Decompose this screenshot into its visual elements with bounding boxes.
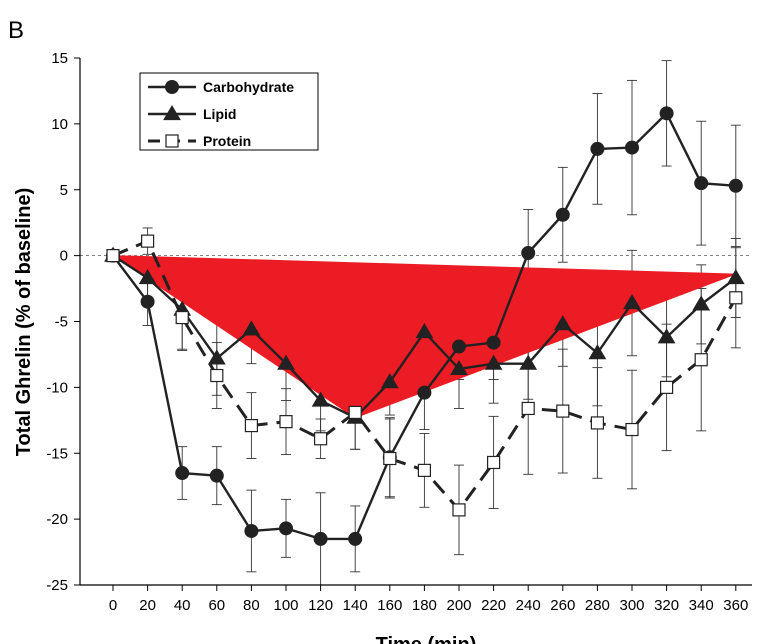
legend: Carbohydrate Lipid Protein bbox=[139, 72, 319, 151]
marker-protein bbox=[417, 463, 431, 477]
x-tick-label: 20 bbox=[139, 597, 156, 614]
panel-label: B bbox=[8, 17, 24, 44]
marker-lipid bbox=[207, 349, 226, 365]
marker-lipid bbox=[484, 354, 503, 370]
marker-carbohydrate bbox=[728, 178, 743, 193]
marker-lipid bbox=[623, 294, 641, 310]
y-tick-label: -5 bbox=[55, 314, 68, 331]
x-tick-label: 180 bbox=[412, 597, 437, 614]
marker-protein bbox=[452, 503, 466, 517]
x-tick-label: 260 bbox=[550, 597, 575, 614]
y-tick-label: 10 bbox=[51, 116, 68, 133]
x-tick-label: 220 bbox=[481, 597, 506, 614]
axes bbox=[74, 57, 752, 591]
x-tick-label: 140 bbox=[343, 597, 368, 614]
series-markers bbox=[104, 106, 745, 546]
marker-lipid bbox=[692, 295, 711, 311]
y-axis-title: Total Ghrelin (% of baseline) bbox=[13, 188, 35, 457]
legend-label-carbohydrate: Carbohydrate bbox=[203, 79, 294, 95]
marker-carbohydrate bbox=[348, 531, 363, 546]
x-tick-label: 120 bbox=[308, 597, 333, 614]
marker-lipid bbox=[415, 323, 434, 339]
marker-protein bbox=[314, 432, 328, 446]
marker-carbohydrate bbox=[555, 207, 570, 222]
marker-protein bbox=[279, 415, 293, 429]
marker-carbohydrate bbox=[694, 176, 709, 191]
marker-carbohydrate bbox=[175, 466, 190, 481]
legend-label-lipid: Lipid bbox=[203, 106, 236, 122]
marker-protein bbox=[348, 405, 362, 420]
marker-carbohydrate bbox=[313, 531, 328, 546]
x-tick-labels: 0 20 40 60 80 100 120 140 160 180 200 220 240 260 280 3… bbox=[109, 597, 748, 614]
x-tick-label: 200 bbox=[446, 597, 471, 614]
marker-protein bbox=[694, 353, 708, 367]
y-tick-label: -20 bbox=[46, 511, 68, 528]
y-tick-labels: -25 -20 -15 -10 -5 0 5 10 15 bbox=[46, 50, 68, 594]
marker-carbohydrate bbox=[521, 245, 536, 260]
marker-carbohydrate bbox=[244, 523, 259, 538]
x-tick-label: 300 bbox=[619, 597, 644, 614]
y-tick-label: 15 bbox=[51, 50, 68, 67]
marker-carbohydrate bbox=[452, 339, 466, 354]
y-tick-label: 5 bbox=[60, 182, 68, 199]
marker-protein bbox=[659, 380, 674, 394]
marker-lipid bbox=[242, 320, 261, 336]
x-tick-label: 340 bbox=[689, 597, 714, 614]
legend-marker-lipid bbox=[163, 105, 181, 121]
marker-protein bbox=[487, 455, 501, 470]
marker-lipid bbox=[277, 354, 295, 370]
legend-marker-carbohydrate bbox=[165, 80, 179, 94]
marker-carbohydrate bbox=[625, 140, 639, 155]
marker-lipid bbox=[726, 269, 745, 285]
marker-carbohydrate bbox=[209, 468, 224, 483]
marker-protein bbox=[590, 416, 605, 430]
marker-carbohydrate bbox=[279, 521, 293, 536]
x-tick-label: 240 bbox=[516, 597, 541, 614]
marker-carbohydrate bbox=[590, 141, 605, 156]
legend-marker-protein bbox=[165, 134, 179, 148]
marker-lipid bbox=[588, 344, 607, 360]
marker-lipid bbox=[138, 269, 157, 285]
x-tick-label: 0 bbox=[109, 597, 117, 614]
marker-protein bbox=[175, 310, 189, 325]
marker-protein bbox=[729, 291, 743, 305]
x-tick-label: 280 bbox=[585, 597, 610, 614]
x-tick-label: 100 bbox=[273, 597, 298, 614]
marker-carbohydrate bbox=[659, 106, 674, 121]
marker-lipid bbox=[311, 391, 330, 407]
marker-protein bbox=[383, 451, 397, 466]
legend-label-protein: Protein bbox=[203, 133, 251, 149]
marker-lipid bbox=[519, 354, 538, 370]
marker-carbohydrate bbox=[417, 385, 432, 400]
marker-lipid bbox=[380, 373, 399, 389]
x-tick-label: 60 bbox=[208, 597, 225, 614]
marker-protein bbox=[625, 422, 639, 437]
marker-carbohydrate bbox=[140, 294, 155, 309]
y-tick-label: -10 bbox=[46, 379, 68, 396]
marker-protein bbox=[556, 404, 570, 418]
marker-protein bbox=[210, 368, 224, 383]
marker-carbohydrate bbox=[486, 335, 501, 350]
y-tick-label: -15 bbox=[46, 445, 68, 462]
marker-lipid bbox=[553, 315, 572, 331]
marker-protein bbox=[521, 401, 535, 416]
x-tick-label: 160 bbox=[377, 597, 402, 614]
x-tick-label: 360 bbox=[723, 597, 748, 614]
y-tick-label: -25 bbox=[46, 577, 68, 594]
x-tick-label: 320 bbox=[654, 597, 679, 614]
x-tick-label: 80 bbox=[243, 597, 260, 614]
x-axis-title: Time (min) bbox=[376, 634, 477, 644]
marker-protein bbox=[141, 234, 155, 248]
y-tick-label: 0 bbox=[60, 248, 68, 265]
x-tick-label: 40 bbox=[174, 597, 191, 614]
marker-lipid bbox=[657, 328, 676, 344]
marker-protein bbox=[244, 418, 258, 433]
marker-lipid bbox=[450, 359, 468, 376]
marker-protein bbox=[106, 249, 120, 263]
